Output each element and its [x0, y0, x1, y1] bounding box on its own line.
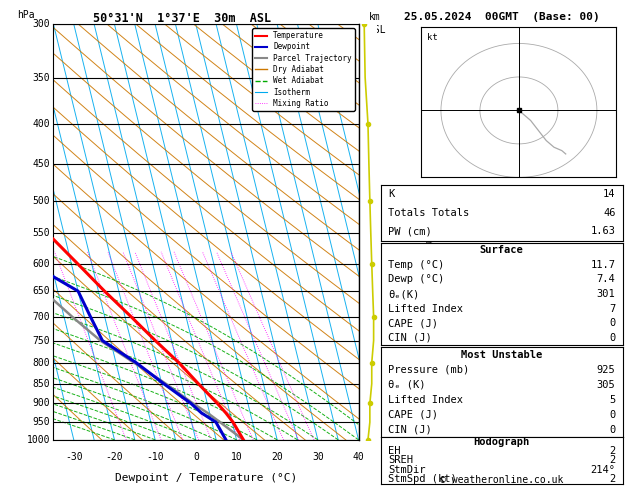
Text: Most Unstable: Most Unstable: [461, 350, 542, 360]
Text: 50°31'N  1°37'E  30m  ASL: 50°31'N 1°37'E 30m ASL: [93, 12, 272, 25]
Text: 800: 800: [33, 358, 50, 368]
Text: Pressure (mb): Pressure (mb): [388, 365, 469, 375]
Text: PW (cm): PW (cm): [388, 226, 431, 236]
Text: 40: 40: [353, 452, 364, 462]
Text: 700: 700: [33, 312, 50, 322]
Text: Surface: Surface: [480, 245, 523, 255]
Text: © weatheronline.co.uk: © weatheronline.co.uk: [440, 475, 564, 485]
Text: 2: 2: [610, 446, 615, 456]
Text: 5: 5: [365, 195, 370, 206]
Text: SREH: SREH: [388, 455, 413, 466]
Text: Dewp (°C): Dewp (°C): [388, 275, 444, 284]
Text: 0: 0: [193, 452, 199, 462]
Text: CAPE (J): CAPE (J): [388, 318, 438, 328]
Text: CIN (J): CIN (J): [388, 333, 431, 343]
Text: 5: 5: [610, 395, 615, 405]
Legend: Temperature, Dewpoint, Parcel Trajectory, Dry Adiabat, Wet Adiabat, Isotherm, Mi: Temperature, Dewpoint, Parcel Trajectory…: [252, 28, 355, 111]
Text: 4: 4: [365, 259, 370, 269]
Text: 350: 350: [33, 72, 50, 83]
Text: hPa: hPa: [17, 10, 35, 20]
Text: 600: 600: [33, 259, 50, 269]
Text: 301: 301: [597, 289, 615, 299]
Text: 1000: 1000: [27, 435, 50, 445]
Text: 46: 46: [603, 208, 615, 218]
Text: ASL: ASL: [369, 25, 387, 35]
Text: 3: 3: [365, 312, 370, 322]
Text: 900: 900: [33, 399, 50, 408]
Text: 7: 7: [610, 304, 615, 313]
Text: 30: 30: [312, 452, 324, 462]
Text: 550: 550: [33, 228, 50, 239]
Text: StmSpd (kt): StmSpd (kt): [388, 474, 457, 484]
Text: θₑ (K): θₑ (K): [388, 380, 425, 390]
Text: 0: 0: [610, 333, 615, 343]
Text: 7: 7: [365, 119, 370, 129]
Text: 650: 650: [33, 286, 50, 296]
Text: 305: 305: [597, 380, 615, 390]
Text: 8: 8: [365, 72, 370, 83]
Text: 214°: 214°: [591, 465, 615, 475]
Text: 20: 20: [271, 452, 283, 462]
Text: 14: 14: [603, 189, 615, 199]
Text: Totals Totals: Totals Totals: [388, 208, 469, 218]
Text: Lifted Index: Lifted Index: [388, 304, 463, 313]
Text: 750: 750: [33, 335, 50, 346]
Text: 6: 6: [365, 159, 370, 169]
Text: 2: 2: [610, 474, 615, 484]
Text: Mixing Ratio (g/kg): Mixing Ratio (g/kg): [427, 185, 437, 279]
Text: Lifted Index: Lifted Index: [388, 395, 463, 405]
Text: 0: 0: [610, 410, 615, 420]
Text: 2: 2: [610, 455, 615, 466]
Text: EH: EH: [388, 446, 400, 456]
Text: 925: 925: [597, 365, 615, 375]
Text: 500: 500: [33, 195, 50, 206]
Text: 0: 0: [610, 318, 615, 328]
Text: 1: 1: [365, 399, 370, 408]
Text: 2: 2: [365, 358, 370, 368]
Text: θₑ(K): θₑ(K): [388, 289, 419, 299]
Text: km: km: [369, 12, 381, 22]
Text: 7.4: 7.4: [597, 275, 615, 284]
Text: 450: 450: [33, 159, 50, 169]
Text: 950: 950: [33, 417, 50, 427]
Text: Dewpoint / Temperature (°C): Dewpoint / Temperature (°C): [115, 473, 297, 483]
Text: 300: 300: [33, 19, 50, 29]
Text: K: K: [388, 189, 394, 199]
Text: CIN (J): CIN (J): [388, 425, 431, 435]
Text: -30: -30: [65, 452, 82, 462]
Text: StmDir: StmDir: [388, 465, 425, 475]
Text: -20: -20: [106, 452, 123, 462]
Text: 1.63: 1.63: [591, 226, 615, 236]
Text: LCL: LCL: [359, 417, 374, 427]
Text: 400: 400: [33, 119, 50, 129]
Text: Hodograph: Hodograph: [474, 437, 530, 447]
Text: kt: kt: [427, 33, 438, 42]
Text: 0: 0: [610, 425, 615, 435]
Text: -10: -10: [147, 452, 164, 462]
Text: 10: 10: [231, 452, 242, 462]
Text: CAPE (J): CAPE (J): [388, 410, 438, 420]
Text: Temp (°C): Temp (°C): [388, 260, 444, 270]
Text: 850: 850: [33, 379, 50, 389]
Text: 11.7: 11.7: [591, 260, 615, 270]
Text: 25.05.2024  00GMT  (Base: 00): 25.05.2024 00GMT (Base: 00): [404, 12, 599, 22]
